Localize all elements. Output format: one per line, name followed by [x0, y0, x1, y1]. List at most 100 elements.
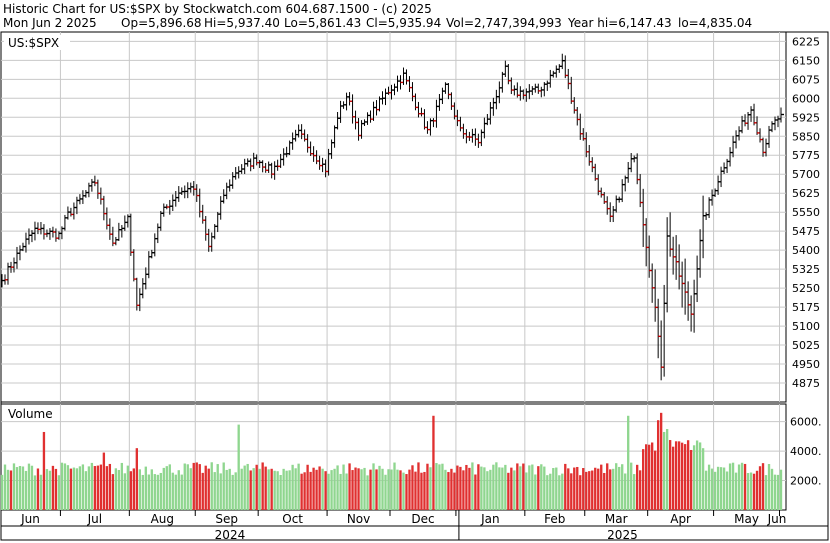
price-tick-label: 5850 — [792, 130, 820, 143]
volume-bar — [4, 465, 6, 510]
volume-bar — [348, 463, 350, 510]
volume-bar — [309, 472, 311, 510]
volume-bar — [324, 471, 326, 510]
volume-bar — [64, 463, 66, 510]
volume-bar — [600, 465, 602, 510]
volume-bar — [291, 465, 293, 510]
volume-bar — [160, 473, 162, 510]
volume-bar — [46, 469, 48, 510]
volume-bar — [342, 465, 344, 510]
volume-bar — [564, 464, 566, 510]
volume-bar — [762, 463, 764, 510]
volume-tick-label: 2000. — [790, 475, 822, 488]
volume-bar — [681, 443, 683, 510]
volume-bar — [205, 466, 207, 510]
volume-bar — [567, 468, 569, 510]
volume-bar — [534, 474, 536, 510]
volume-bar — [639, 470, 641, 510]
volume-bar — [267, 469, 269, 510]
price-tick-label: 5175 — [792, 301, 820, 314]
volume-bar — [43, 432, 45, 510]
volume-bar — [549, 474, 551, 510]
volume-bar — [88, 466, 90, 510]
volume-bar — [615, 463, 617, 510]
volume-bar — [232, 475, 234, 510]
volume-bar — [690, 450, 692, 510]
volume-bar — [244, 466, 246, 510]
volume-bar — [546, 475, 548, 510]
volume-bar — [573, 468, 575, 510]
volume-bar — [184, 464, 186, 510]
volume-bar — [771, 469, 773, 510]
volume-bar — [552, 468, 554, 510]
price-panel-frame — [1, 32, 786, 402]
volume-bar — [765, 475, 767, 510]
volume-bar — [163, 468, 165, 510]
price-tick-label: 5250 — [792, 282, 820, 295]
month-label: Apr — [670, 512, 691, 526]
volume-bar — [597, 469, 599, 510]
price-axis-ticks: 6225 6150 6075 6000 5925 5850 5775 5700 5625 5550… — [792, 35, 820, 390]
volume-bar — [61, 463, 63, 510]
volume-bar — [609, 469, 611, 510]
volume-bar — [70, 469, 72, 510]
volume-bar — [288, 470, 290, 510]
volume-bar — [360, 469, 362, 510]
volume-bar — [208, 469, 210, 510]
volume-bar — [744, 464, 746, 510]
volume-bar — [486, 471, 488, 510]
volume-bar — [582, 468, 584, 510]
volume-bar — [396, 470, 398, 510]
price-tick-label: 5100 — [792, 320, 820, 333]
volume-bar — [157, 475, 159, 510]
volume-bar — [732, 463, 734, 510]
volume-bar — [381, 469, 383, 510]
volume-bar — [711, 469, 713, 510]
volume-bar — [465, 465, 467, 510]
volume-bar — [306, 465, 308, 510]
volume-axis-ticks: 6000.4000.2000. — [790, 416, 822, 488]
volume-bar — [285, 471, 287, 510]
volume-bar — [705, 471, 707, 510]
volume-bar — [229, 469, 231, 510]
header-date: Mon Jun 2 2025 — [3, 16, 97, 30]
volume-bar — [19, 466, 21, 510]
volume-bar — [408, 470, 410, 510]
volume-bar — [97, 466, 99, 510]
month-label: Jul — [87, 512, 102, 526]
volume-bar — [531, 465, 533, 510]
volume-bar — [282, 469, 284, 510]
volume-bar — [294, 468, 296, 510]
volume-bar — [172, 473, 174, 510]
month-label: Feb — [544, 512, 565, 526]
volume-bar — [489, 470, 491, 510]
price-tick-label: 5475 — [792, 225, 820, 238]
volume-bar — [181, 475, 183, 510]
volume-bar — [118, 470, 120, 510]
volume-bar — [1, 475, 3, 510]
volume-bar — [675, 441, 677, 510]
volume-bar — [276, 471, 278, 510]
volume-bar — [330, 470, 332, 510]
volume-bar — [618, 467, 620, 510]
volume-bar — [378, 466, 380, 510]
volume-bar — [115, 468, 117, 510]
volume-bar — [468, 468, 470, 510]
volume-bar — [139, 469, 141, 510]
volume-bar — [726, 471, 728, 510]
volume-bar — [495, 462, 497, 510]
volume-bar — [94, 466, 96, 510]
volume-bar — [321, 469, 323, 510]
volume-bar — [438, 464, 440, 510]
volume-bar — [579, 475, 581, 510]
volume-bar — [327, 474, 329, 510]
volume-bar — [525, 472, 527, 510]
volume-bar — [642, 449, 644, 510]
volume-bar — [190, 468, 192, 510]
volume-bar — [211, 462, 213, 510]
volume-bar — [124, 473, 126, 510]
volume-tick-label: 6000. — [790, 416, 822, 429]
volume-bar — [217, 464, 219, 510]
volume-bar — [106, 466, 108, 510]
